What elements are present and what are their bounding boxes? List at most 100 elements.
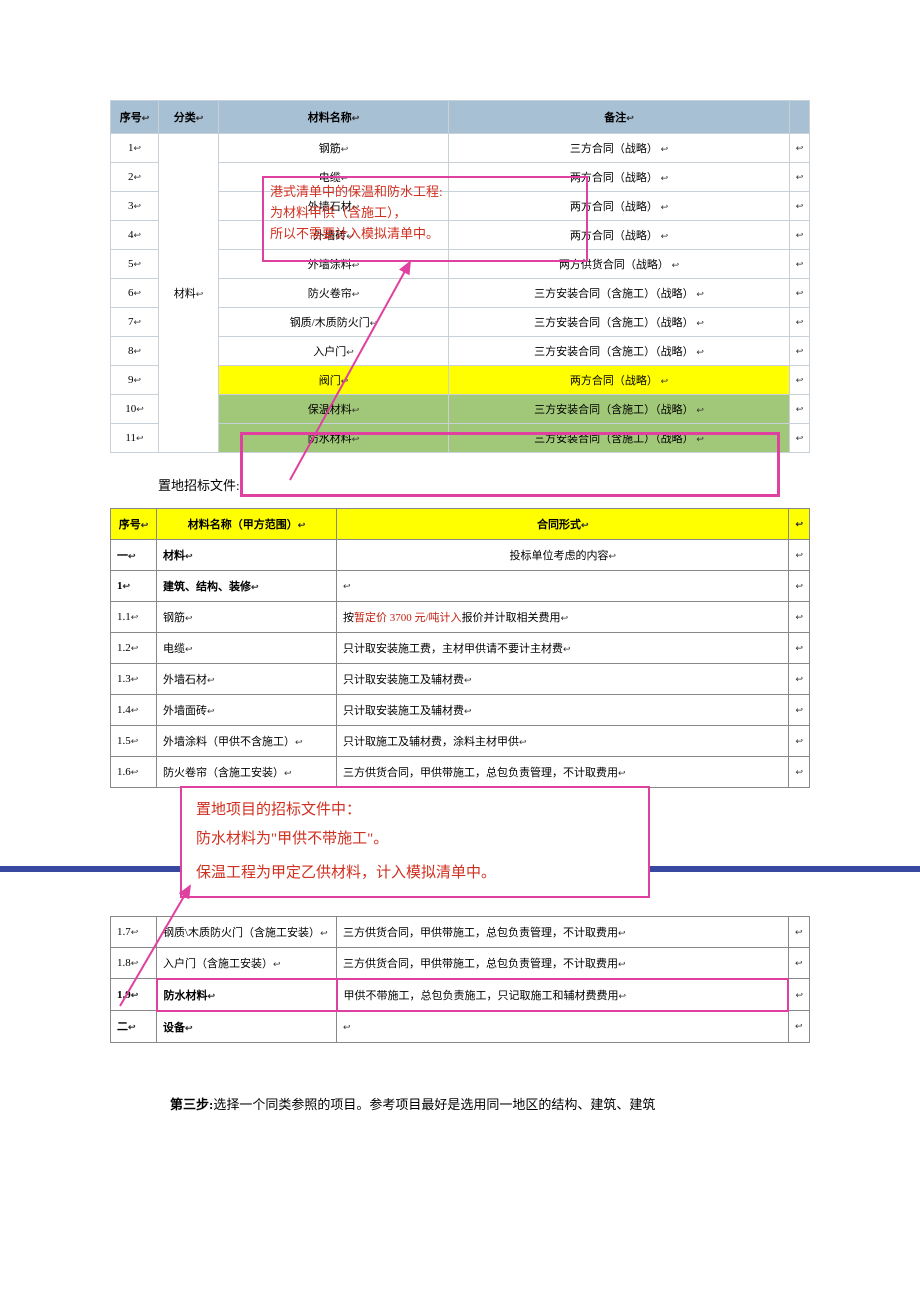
table2-row: 1.5↩外墙涂料（甲供不含施工）↩只计取施工及辅材费，涂料主材甲供↩↩ [111,726,810,757]
cell-end: ↩ [789,695,810,726]
table2-row: 1.2↩电缆↩只计取安装施工费，主材甲供请不要计主材费↩↩ [111,633,810,664]
cell-seq: 1.1↩ [111,602,157,633]
th-blank [790,101,810,134]
cell-category: 材料↩ [159,134,219,453]
callout1-line2: 为材料甲供（含施工）， [270,203,580,224]
cell-seq: 1.3↩ [111,664,157,695]
cell-note: 三方安装合同（含施工）（战略） ↩ [449,279,790,308]
th-seq: 序号↩ [111,101,159,134]
cell-end: ↩ [790,308,810,337]
cell-seq: 10↩ [111,395,159,424]
cell-end: ↩ [790,250,810,279]
cell-seq: 9↩ [111,366,159,395]
cell-material-name: 钢质/木质防火门↩ [219,308,449,337]
t2h2: 材料名称（甲方范围）↩ [157,509,337,540]
table2-row: 1.7↩钢质\木质防火门（含施工安装）↩三方供货合同，甲供带施工，总包负责管理，… [111,916,810,947]
cell-seq: 7↩ [111,308,159,337]
cell-end: ↩ [789,540,810,571]
callout2-line2: 防水材料为"甲供不带施工"。 [196,825,634,854]
callout2-line3: 保温工程为甲定乙供材料，计入模拟清单中。 [196,859,634,888]
cell-contract: 三方供货合同，甲供带施工，总包负责管理，不计取费用↩ [337,947,789,979]
footer-paragraph: 第三步:选择一个同类参照的项目。参考项目最好是选用同一地区的结构、建筑、建筑 [170,1093,790,1116]
tender-table-part1: 序号↩ 材料名称（甲方范围）↩ 合同形式↩ ↩ 一↩材料↩投标单位考虑的内容↩↩… [110,508,810,788]
table2-row: 一↩材料↩投标单位考虑的内容↩↩ [111,540,810,571]
cell-seq: 一↩ [111,540,157,571]
cell-contract: 只计取安装施工及辅材费↩ [337,695,789,726]
callout2-line1: 置地项目的招标文件中： [196,796,634,825]
cell-end: ↩ [790,221,810,250]
cell-seq: 1.7↩ [111,916,157,947]
cell-end: ↩ [790,424,810,453]
cell-material: 防火卷帘（含施工安装）↩ [157,757,337,788]
section-label: 置地招标文件: [158,475,810,494]
cell-material: 建筑、结构、装修↩ [157,571,337,602]
cell-note: 三方安装合同（含施工）（战略） ↩ [449,337,790,366]
cell-contract: ↩ [337,1011,789,1043]
cell-contract: ↩ [337,571,789,602]
cell-note: 三方合同（战略） ↩ [449,134,790,163]
cell-material-name: 防水材料↩ [219,424,449,453]
cell-material: 设备↩ [157,1011,337,1043]
cell-seq: 5↩ [111,250,159,279]
cell-end: ↩ [788,916,809,947]
materials-table: 序号↩ 分类↩ 材料名称↩ 备注↩ 1↩材料↩钢筋↩三方合同（战略） ↩↩2↩电… [110,100,810,453]
th-name: 材料名称↩ [219,101,449,134]
cell-contract: 三方供货合同，甲供带施工，总包负责管理，不计取费用↩ [337,916,789,947]
table2-row: 1↩建筑、结构、装修↩↩↩ [111,571,810,602]
table1-wrapper: 港式清单中的保温和防水工程: 为材料甲供（含施工）， 所以不需要计入模拟清单中。… [110,100,810,453]
cell-end: ↩ [790,395,810,424]
cell-note: 三方安装合同（含施工）（战略） ↩ [449,308,790,337]
tender-table-part2: 1.7↩钢质\木质防火门（含施工安装）↩三方供货合同，甲供带施工，总包负责管理，… [110,916,810,1043]
cell-material: 钢筋↩ [157,602,337,633]
cell-seq: 二↩ [111,1011,157,1043]
table1-header-row: 序号↩ 分类↩ 材料名称↩ 备注↩ [111,101,810,134]
cell-end: ↩ [790,337,810,366]
cell-material: 钢质\木质防火门（含施工安装）↩ [157,916,337,947]
th-cat: 分类↩ [159,101,219,134]
cell-seq: 3↩ [111,192,159,221]
cell-seq: 1.9↩ [111,979,157,1011]
cell-end: ↩ [789,726,810,757]
cell-end: ↩ [788,947,809,979]
cell-contract: 只计取安装施工及辅材费↩ [337,664,789,695]
cell-material-name: 保温材料↩ [219,395,449,424]
callout-box-2: 置地项目的招标文件中： 防水材料为"甲供不带施工"。 保温工程为甲定乙供材料，计… [180,786,650,898]
cell-contract: 只计取施工及辅材费，涂料主材甲供↩ [337,726,789,757]
cell-seq: 4↩ [111,221,159,250]
cell-contract: 三方供货合同，甲供带施工，总包负责管理，不计取费用↩ [337,757,789,788]
cell-material: 入户门（含施工安装）↩ [157,947,337,979]
cell-note: 三方安装合同（含施工）（战略） ↩ [449,395,790,424]
footer-rest: 选择一个同类参照的项目。参考项目最好是选用同一地区的结构、建筑、建筑 [213,1097,655,1112]
table2-row: 1.6↩防火卷帘（含施工安装）↩三方供货合同，甲供带施工，总包负责管理，不计取费… [111,757,810,788]
t2h1: 序号↩ [111,509,157,540]
cell-seq: 1.2↩ [111,633,157,664]
cell-contract: 甲供不带施工，总包负责施工，只记取施工和辅材费费用↩ [337,979,789,1011]
cell-end: ↩ [790,192,810,221]
cell-material-name: 阀门↩ [219,366,449,395]
cell-end: ↩ [789,633,810,664]
cell-material: 防水材料↩ [157,979,337,1011]
cell-note: 三方安装合同（含施工）（战略） ↩ [449,424,790,453]
cell-material-name: 入户门↩ [219,337,449,366]
t2-header: 序号↩ 材料名称（甲方范围）↩ 合同形式↩ ↩ [111,509,810,540]
cell-end: ↩ [789,602,810,633]
cell-end: ↩ [789,571,810,602]
table2-row: 1.3↩外墙石材↩只计取安装施工及辅材费↩↩ [111,664,810,695]
cell-end: ↩ [788,1011,809,1043]
table2-row: 1.9↩防水材料↩甲供不带施工，总包负责施工，只记取施工和辅材费费用↩↩ [111,979,810,1011]
footer-bold: 第三步: [170,1097,213,1112]
cell-seq: 1↩ [111,571,157,602]
cell-material: 外墙石材↩ [157,664,337,695]
cell-material-name: 防火卷帘↩ [219,279,449,308]
table2-row: 1.4↩外墙面砖↩只计取安装施工及辅材费↩↩ [111,695,810,726]
table2-row: 1.1↩钢筋↩按暂定价 3700 元/吨计入报价并计取相关费用↩↩ [111,602,810,633]
cell-seq: 6↩ [111,279,159,308]
cell-end: ↩ [789,757,810,788]
t2h4: ↩ [789,509,810,540]
cell-seq: 11↩ [111,424,159,453]
cell-material: 电缆↩ [157,633,337,664]
cell-end: ↩ [790,134,810,163]
cell-end: ↩ [790,279,810,308]
cell-seq: 1↩ [111,134,159,163]
cell-end: ↩ [788,979,809,1011]
